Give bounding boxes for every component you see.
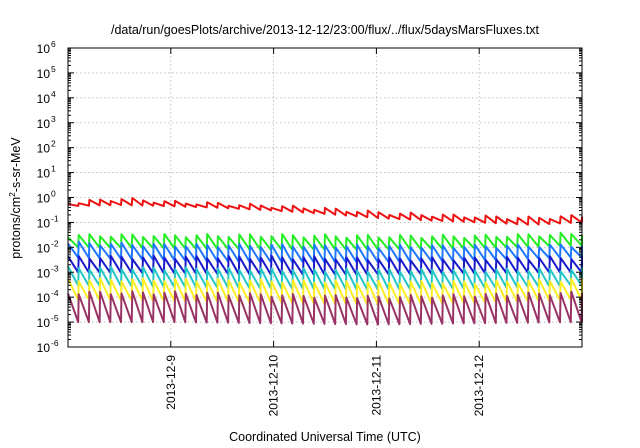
x-axis-label: Coordinated Universal Time (UTC) (229, 430, 421, 444)
x-tick-label: 2013-12-12 (472, 355, 486, 417)
y-tick-label: 106 (37, 39, 56, 56)
series-line (67, 231, 583, 251)
y-tick-label: 102 (37, 139, 56, 156)
chart-title: /data/run/goesPlots/archive/2013-12-12/2… (111, 23, 540, 37)
y-tick-label: 100 (37, 189, 56, 206)
y-tick-labels: 10-6 10-5 10-4 10-3 10-2 10-1 100 101 102 103 104 1… (37, 39, 59, 355)
x-tick-label: 2013-12-11 (369, 355, 383, 416)
y-tick-label: 10-3 (37, 263, 59, 280)
y-tick-label: 103 (37, 114, 56, 131)
y-axis-label: protons/cm2-s-sr-MeV (7, 137, 23, 259)
y-tick-label: 104 (37, 89, 56, 106)
x-tick-labels: 2013-12-9 2013-12-10 2013-12-11 2013-12-12 (164, 355, 486, 417)
series-line (67, 240, 583, 264)
series-line (67, 265, 583, 291)
y-tick-label: 105 (37, 64, 56, 81)
series-line (67, 277, 583, 306)
y-tick-label: 10-4 (37, 288, 59, 305)
y-tick-label: 10-5 (37, 313, 59, 330)
series-line (67, 290, 583, 326)
series-line (67, 254, 583, 276)
y-tick-label: 10-6 (37, 338, 59, 355)
series-line (67, 197, 583, 226)
series-group (67, 197, 583, 326)
x-tick-label: 2013-12-9 (164, 355, 178, 410)
y-tick-label: 10-1 (37, 213, 59, 230)
y-tick-label: 10-2 (37, 238, 59, 255)
x-tick-label: 2013-12-10 (267, 355, 281, 417)
y-tick-label: 101 (37, 164, 56, 181)
ticks (68, 47, 582, 348)
